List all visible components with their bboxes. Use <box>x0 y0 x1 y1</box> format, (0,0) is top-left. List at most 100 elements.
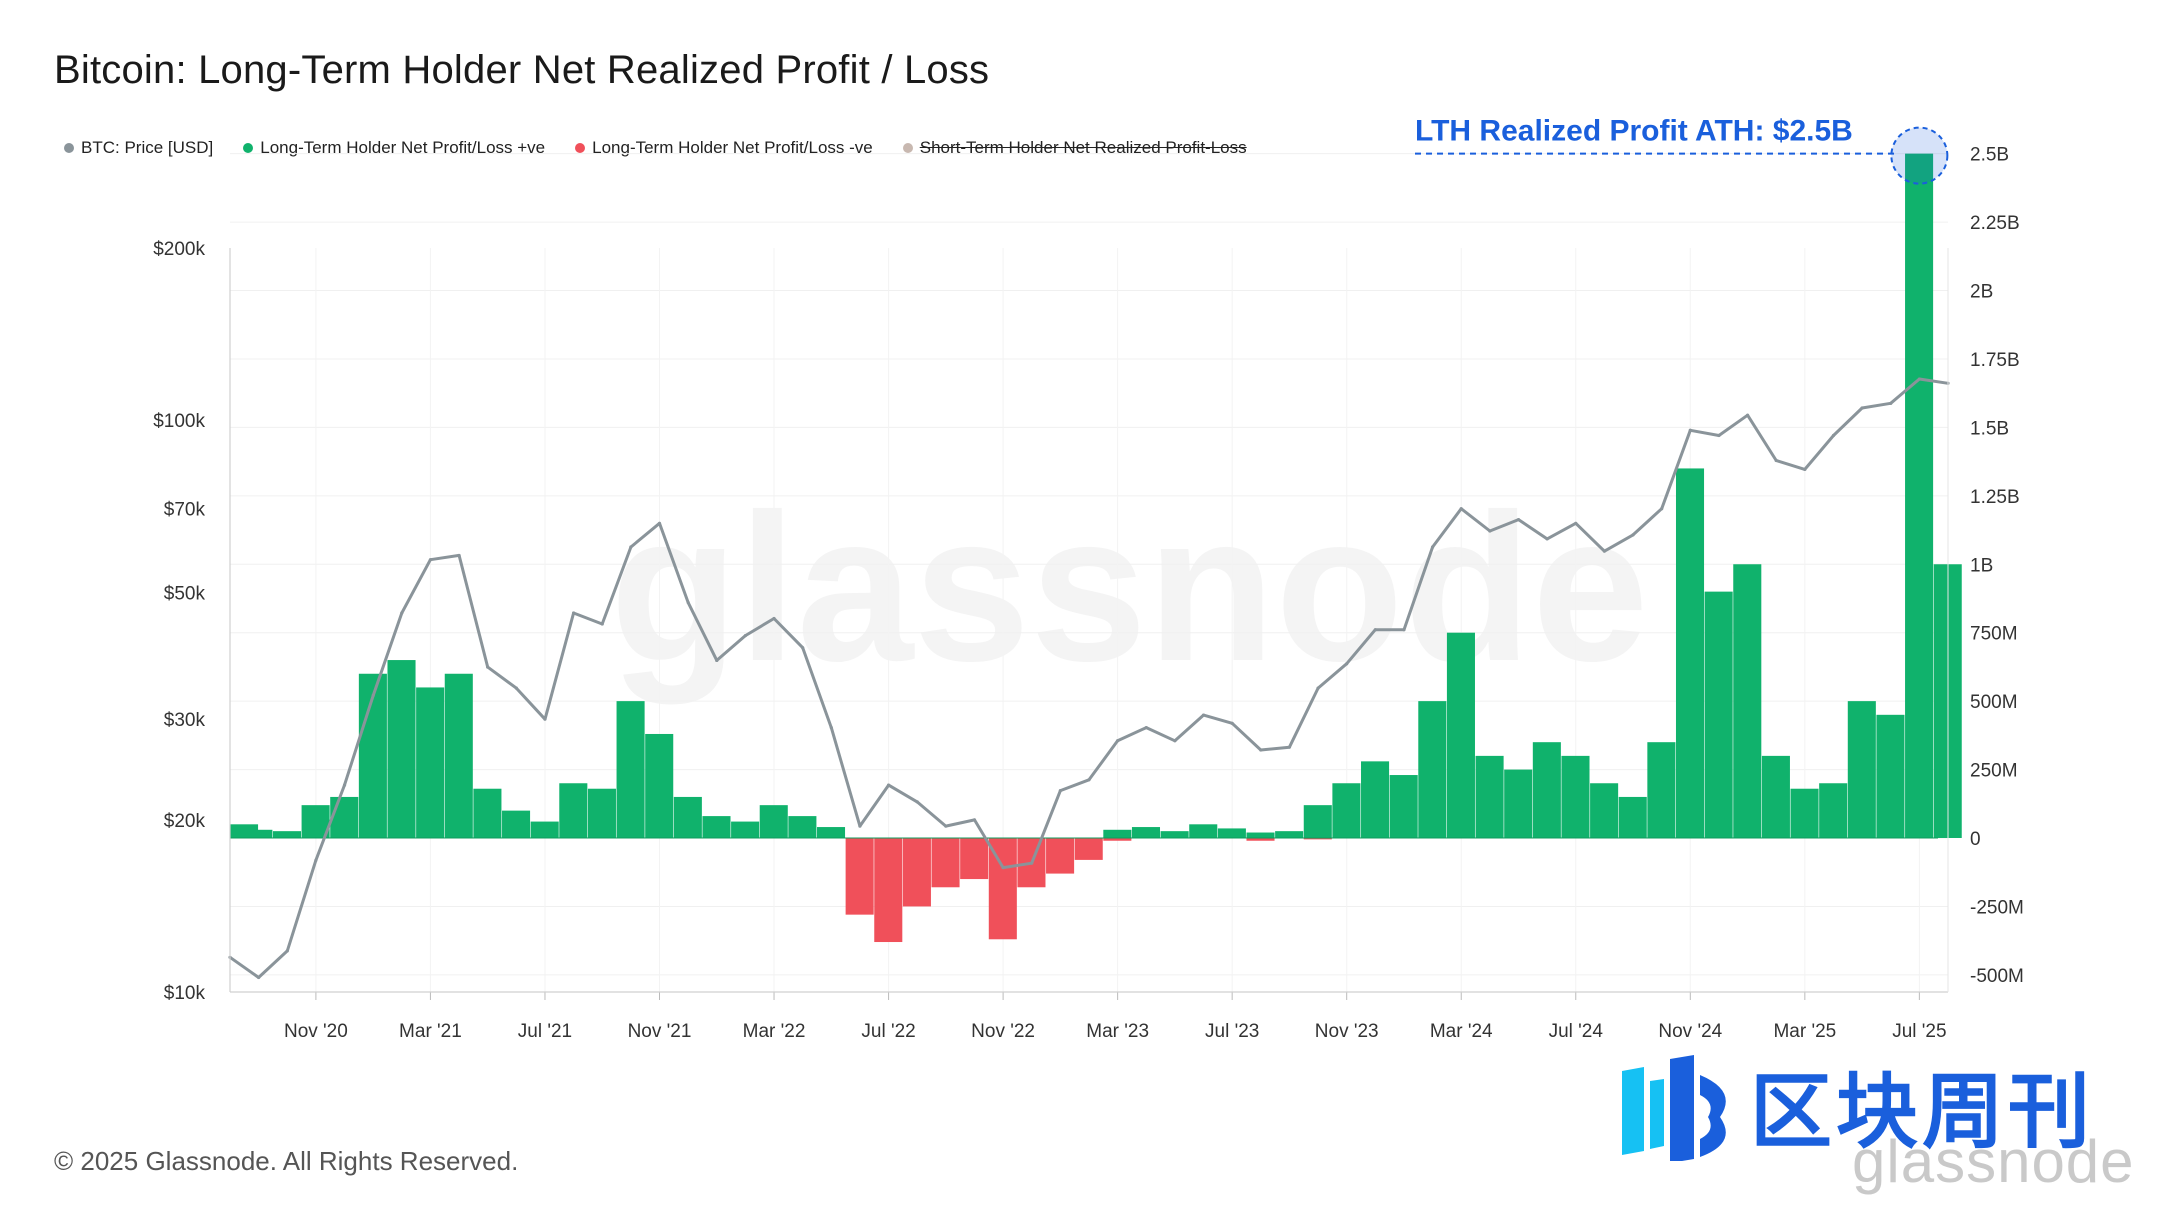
btc-price-point <box>1745 413 1750 417</box>
lth-positive-bar <box>1532 742 1561 838</box>
btc-price-point <box>886 783 891 787</box>
lth-negative-bar <box>931 838 960 888</box>
y-left-tick-label: $200k <box>153 239 205 260</box>
lth-positive-bar <box>788 816 817 838</box>
btc-price-point <box>1173 739 1177 743</box>
lth-positive-bar <box>1131 827 1161 838</box>
btc-price-point <box>1373 628 1377 632</box>
lth-positive-bar <box>645 733 674 838</box>
btc-price-point <box>1230 721 1234 725</box>
btc-price-point <box>1574 521 1578 525</box>
btc-price-point <box>629 545 633 549</box>
lth-positive-bar <box>1189 824 1218 838</box>
btc-price-point <box>858 824 862 828</box>
btc-price-point <box>743 633 748 638</box>
x-tick-label: Jul '25 <box>1892 1021 1946 1042</box>
lth-positive-bar <box>702 816 731 838</box>
lth-positive-bar <box>1761 755 1790 838</box>
lth-positive-bar <box>1275 831 1304 838</box>
annotation-group: LTH Realized Profit ATH: $2.5B <box>1415 115 1949 185</box>
btc-price-point <box>1602 549 1606 553</box>
btc-price-point <box>342 783 347 787</box>
lth-positive-bar <box>473 788 502 838</box>
lth-positive-bar <box>1217 828 1246 838</box>
lth-negative-bar <box>845 838 874 915</box>
legend-item-lth-positive[interactable]: Long-Term Holder Net Profit/Loss +ve <box>243 138 545 158</box>
x-tick-label: Mar '25 <box>1773 1021 1836 1042</box>
lth-negative-bar <box>960 838 989 880</box>
lth-positive-bar <box>1160 831 1189 838</box>
btc-price-point <box>972 818 977 822</box>
legend-dot-icon <box>64 143 74 153</box>
x-tick-label: Nov '22 <box>971 1021 1035 1042</box>
btc-price-point <box>1803 467 1807 472</box>
btc-price-point <box>371 693 375 698</box>
y-right-tick-label: 2.5B <box>1970 145 2009 166</box>
lth-negative-bar <box>1246 838 1275 841</box>
legend-label: Long-Term Holder Net Profit/Loss +ve <box>260 138 546 157</box>
lth-positive-bar <box>1246 832 1275 838</box>
legend-item-lth-negative[interactable]: Long-Term Holder Net Profit/Loss -ve <box>575 138 873 158</box>
lth-positive-bar <box>1876 714 1905 838</box>
btc-price-point <box>514 686 518 690</box>
legend-label: Short-Term Holder Net Realized Profit-Lo… <box>919 138 1247 157</box>
lth-positive-bar <box>1418 701 1447 838</box>
btc-price-point <box>1488 529 1492 533</box>
btc-price-point <box>1316 686 1320 690</box>
lth-positive-bar <box>559 783 588 838</box>
lth-positive-bar <box>1618 796 1647 838</box>
btc-price-point <box>1774 458 1778 463</box>
lth-negative-bar <box>1046 838 1075 874</box>
copyright-text: © 2025 Glassnode. All Rights Reserved. <box>54 1146 519 1176</box>
btc-price-point <box>657 521 662 525</box>
btc-price-point <box>1144 725 1148 730</box>
x-tick-label: Mar '24 <box>1430 1021 1493 1042</box>
y-right-tick-label: 250M <box>1970 761 2018 782</box>
y-right-tick-label: -500M <box>1970 966 2024 987</box>
lth-positive-bar <box>587 788 616 838</box>
legend-item-btc-price[interactable]: BTC: Price [USD] <box>64 138 213 158</box>
lth-positive-bar <box>731 821 760 838</box>
btc-price-point <box>1001 866 1005 870</box>
brand-name-en: glassnode <box>1852 1128 2135 1195</box>
x-tick-label: Nov '21 <box>628 1021 692 1042</box>
lth-positive-bar <box>1733 564 1762 838</box>
btc-price-point <box>1831 433 1836 438</box>
brand-mark-icon <box>1622 1055 1726 1161</box>
lth-positive-bar <box>444 673 473 838</box>
legend-item-sth-disabled[interactable]: Short-Term Holder Net Realized Profit-Lo… <box>902 138 1247 158</box>
y-right-tick-label: 1.5B <box>1970 418 2009 439</box>
x-tick-label: Mar '22 <box>743 1021 806 1042</box>
legend-dot-icon <box>575 143 586 153</box>
lth-positive-bar <box>502 810 531 838</box>
lth-positive-bar <box>1303 805 1332 838</box>
lth-positive-bar <box>816 827 846 838</box>
btc-price-point <box>1287 745 1292 749</box>
y-right-tick-label: 1B <box>1970 555 1993 576</box>
btc-price-point <box>1201 713 1206 717</box>
x-tick-label: Mar '23 <box>1086 1021 1149 1042</box>
y-left-tick-label: $10k <box>164 983 206 1004</box>
annotation-label: LTH Realized Profit ATH: $2.5B <box>1415 115 1853 148</box>
x-tick-label: Mar '21 <box>399 1021 462 1042</box>
x-tick-label: Jul '21 <box>518 1021 572 1042</box>
lth-positive-bar <box>1790 788 1819 838</box>
btc-price-point <box>772 616 776 621</box>
y-right-tick-label: 2.25B <box>1970 213 2020 234</box>
lth-negative-bar <box>1303 838 1332 840</box>
x-tick-label: Jul '24 <box>1549 1021 1604 1042</box>
btc-price-point <box>428 558 433 562</box>
btc-price-point <box>1889 401 1893 405</box>
legend-label: BTC: Price [USD] <box>81 138 214 157</box>
btc-price-point <box>915 800 919 804</box>
lth-positive-bar <box>416 687 445 838</box>
btc-price-point <box>572 611 576 615</box>
x-tick-label: Nov '20 <box>284 1021 348 1042</box>
lth-positive-bar <box>1819 783 1848 838</box>
y-left-tick-label: $20k <box>164 811 206 832</box>
lth-negative-bar <box>1074 838 1103 860</box>
lth-positive-bar <box>387 660 416 838</box>
btc-price-point <box>1717 433 1721 438</box>
btc-price-point <box>486 665 490 669</box>
y-right-tick-label: 750M <box>1970 624 2018 645</box>
